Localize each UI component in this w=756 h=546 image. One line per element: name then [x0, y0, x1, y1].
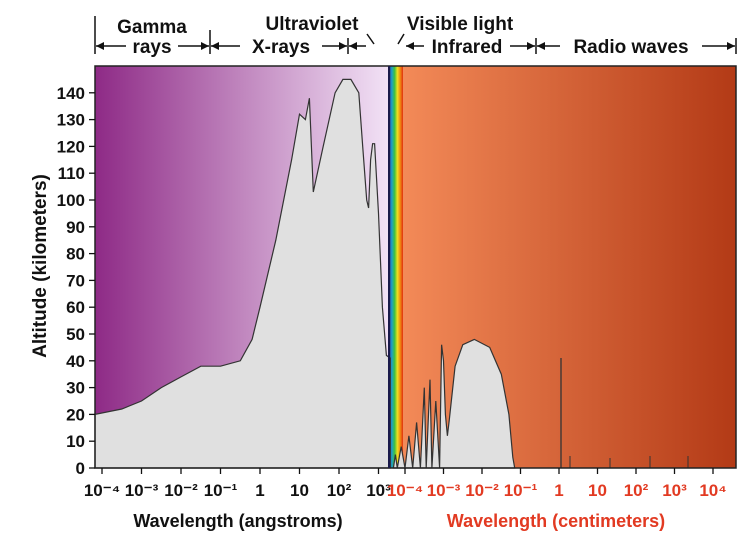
x-tick-label: 10⁻⁴ [387, 481, 423, 500]
absorption-area-short-wave [94, 78, 391, 469]
x-tick-label: 1 [255, 481, 264, 500]
band-label-ultraviolet: Ultraviolet [266, 14, 360, 35]
x-tick-label: 10⁻³ [125, 481, 159, 500]
y-tick-label: 110 [58, 164, 85, 183]
x-tick-label: 10⁻⁴ [84, 481, 120, 500]
y-tick-label: 0 [76, 459, 85, 478]
band-label-infrared: Infrared [432, 37, 503, 58]
x-tick-label: 10⁻² [465, 481, 499, 500]
x-axis-centimeters: 10⁻⁴ 10⁻³ 10⁻² 10⁻¹ 1 10 10² 10³ 10⁴ [387, 468, 727, 500]
band-label-visible-light: Visible light [407, 14, 514, 35]
band-label-gamma-rays: rays [132, 37, 171, 58]
y-tick-label: 80 [66, 245, 85, 264]
x-tick-label: 10 [588, 481, 607, 500]
x-tick-label: 10⁻¹ [504, 481, 538, 500]
x-tick-label: 10⁻² [164, 481, 198, 500]
band-label-gamma: Gamma [117, 17, 187, 38]
x-tick-label: 10² [624, 481, 649, 500]
x-tick-label: 10² [327, 481, 352, 500]
y-tick-label: 40 [66, 352, 85, 371]
x-axis-label-angstroms: Wavelength (angstroms) [133, 511, 342, 531]
y-axis-label: Altitude (kilometers) [30, 174, 51, 358]
x-tick-label: 10³ [662, 481, 687, 500]
y-tick-label: 120 [57, 137, 85, 156]
x-tick-label: 10⁻¹ [204, 481, 238, 500]
x-tick-label: 1 [554, 481, 563, 500]
y-tick-label: 60 [66, 298, 85, 317]
y-tick-label: 140 [57, 84, 85, 103]
y-tick-label: 90 [66, 218, 85, 237]
x-tick-label: 10⁴ [699, 481, 726, 500]
x-axis-label-centimeters: Wavelength (centimeters) [447, 511, 665, 531]
band-label-x-rays: X-rays [252, 37, 310, 58]
band-header-arrows [96, 42, 735, 50]
x-tick-label: 10⁻³ [427, 481, 461, 500]
x-tick-label: 10³ [366, 481, 391, 500]
band-label-radio-waves: Radio waves [573, 37, 688, 58]
plot-frame [94, 65, 737, 469]
visible-band-strip [389, 66, 403, 468]
x-axis-angstroms: 10⁻⁴ 10⁻³ 10⁻² 10⁻¹ 1 10 10² 10³ [84, 468, 391, 500]
y-tick-label: 10 [66, 432, 85, 451]
y-tick-label: 70 [66, 271, 85, 290]
y-tick-label: 30 [66, 379, 85, 398]
y-axis: 0 10 20 30 40 50 60 70 80 90 100 110 120 130 140 [57, 84, 95, 478]
y-tick-label: 20 [66, 405, 85, 424]
y-tick-label: 100 [57, 191, 85, 210]
y-tick-label: 50 [66, 325, 85, 344]
y-tick-label: 130 [57, 111, 85, 130]
x-tick-label: 10 [290, 481, 309, 500]
